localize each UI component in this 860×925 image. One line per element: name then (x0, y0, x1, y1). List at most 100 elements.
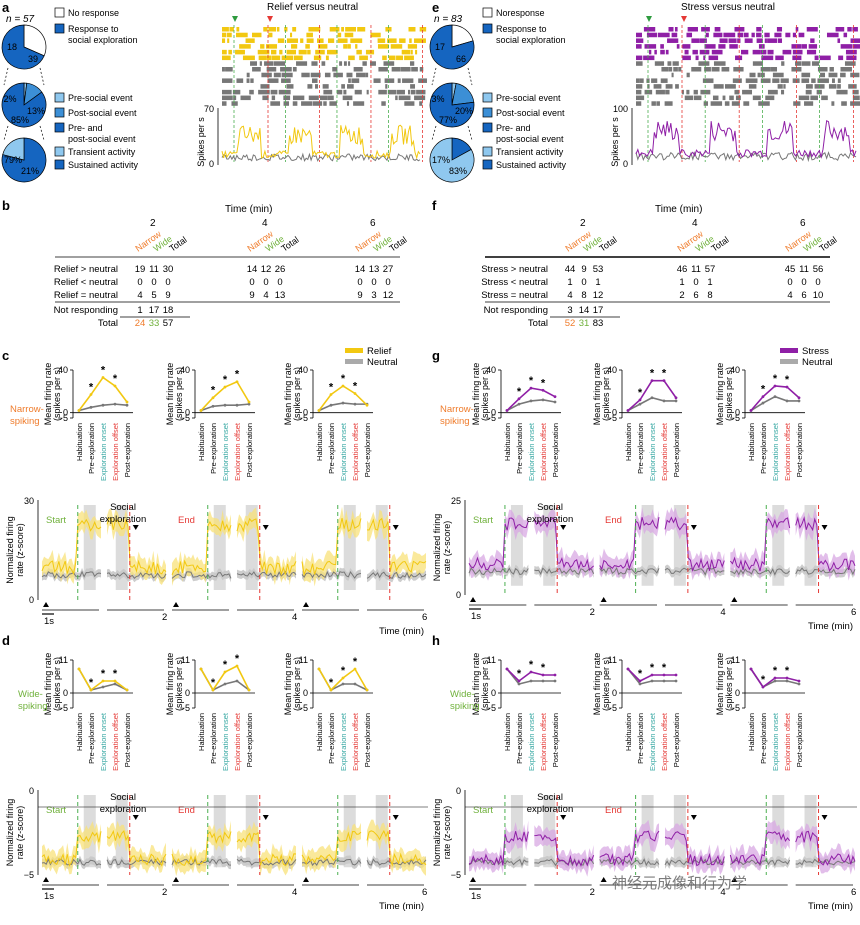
panel-c-traces-neutral-trace (301, 570, 362, 579)
panel-f-cell: 4 (567, 290, 572, 301)
panel-a-raster-tick (279, 49, 283, 55)
panel-d-chart-1-star: * (211, 677, 216, 689)
panel-e-pie-timing-slice-label: 77% (439, 115, 457, 125)
panel-e-legend-swatch (482, 159, 493, 170)
panel-a-raster-tick (296, 61, 308, 66)
panel-g-chart-0-ylabel: Mean firing rate (471, 363, 481, 426)
panel-a-raster (222, 27, 427, 106)
panel-a-raster-tick (271, 55, 281, 61)
panel-b-time-col: 4 (262, 218, 268, 229)
panel-d-chart-0-point (101, 679, 105, 683)
panel-d-traces-main-band (302, 822, 361, 875)
panel-e-raster-tick (850, 38, 860, 43)
panel-letter-h: h (432, 633, 440, 648)
panel-g-chart-0-star: * (517, 386, 522, 398)
panel-e-raster-tick (698, 61, 710, 66)
panel-c-chart-0-point (89, 405, 93, 409)
panel-a-pie-timing-slice-label: 13% (27, 106, 45, 116)
panel-e-raster-tick (686, 72, 690, 78)
panel-a-raster-tick (261, 72, 272, 78)
panel-d-traces-ytick-label: −5 (24, 870, 34, 880)
panel-h-traces-neutral-trace (599, 858, 660, 867)
panel-g-chart-2-star: * (773, 373, 778, 385)
panel-h-chart-2-point (761, 685, 765, 689)
panel-d-chart-0: 110−5** *Habituation Pre-exploration Explor… (43, 653, 132, 771)
panel-g-traces-arrow-up-icon (731, 597, 738, 602)
panel-a-legend-swatch (54, 92, 65, 103)
panel-c-traces-ytick-label: 30 (24, 496, 34, 506)
panel-h-traces-arrow-up-icon (600, 877, 607, 882)
panel-h-chart-0-ylabel: (spikes per s) (480, 657, 490, 711)
panel-f-cell: 9 (581, 264, 586, 275)
panel-e-raster-tick (811, 61, 820, 66)
panel-c-chart-2-ytick-label: 40 (298, 365, 308, 375)
panel-e-raster-tick (785, 32, 791, 38)
panel-a-raster-tick (396, 89, 405, 95)
panel-h-traces-time-axis-label: Time (min) (808, 901, 853, 912)
panel-h-chart-0-star: * (529, 659, 534, 671)
panel-g-traces-main-trace (729, 517, 791, 572)
panel-a-raster-tick (263, 27, 268, 32)
panel-a-raster-tick (415, 49, 418, 55)
panel-a-raster-tick (236, 78, 244, 83)
panel-b-cell: 14 (247, 264, 258, 275)
panel-a-legend-label: Pre-social event (68, 93, 133, 103)
panel-a-raster-tick (235, 49, 245, 55)
panel-e-raster-tick (810, 95, 818, 101)
panel-a-raster-tick (250, 78, 254, 83)
panel-e-raster-tick (713, 84, 724, 89)
panel-c-chart-2-point (329, 393, 333, 396)
panel-e-raster-tick (775, 55, 784, 61)
panel-c-chart-0-point (77, 409, 81, 412)
panel-g-traces-main-trace (468, 517, 529, 571)
panel-g-chart-0-star: * (541, 377, 546, 389)
panel-a-raster-tick (307, 49, 311, 55)
panel-a-raster-tick (246, 72, 250, 78)
panel-d-chart-2-star: * (341, 665, 346, 677)
panel-c-chart-2-star: * (329, 382, 334, 394)
panel-c-chart-1-point (211, 404, 215, 408)
panel-g-chart-0-point (553, 395, 557, 399)
panel-g-legend-main: Stress (802, 346, 829, 357)
panel-a-raster-tick (284, 27, 288, 32)
panel-a-raster-tick (404, 55, 414, 61)
panel-e-raster-tick (678, 67, 682, 72)
panel-d-chart-0-point (125, 688, 129, 692)
panel-e-raster-tick (756, 32, 762, 38)
panel-a-pie-response-slice (23, 24, 47, 57)
panel-e-legend-label: social exploration (496, 35, 566, 45)
panel-d-chart-2-point (341, 682, 345, 686)
panel-e-raster-tick (817, 78, 829, 83)
panel-e-raster-tick (752, 95, 761, 101)
panel-b-cell: 17 (149, 305, 160, 316)
panel-a-raster-tick (292, 101, 298, 106)
panel-c-traces-arrow-up-icon (303, 602, 309, 607)
panel-a-raster-tick (323, 101, 327, 106)
panel-h-chart-0-xlabel: Pre-exploration (515, 713, 524, 764)
panel-h-chart-0-point (541, 679, 545, 683)
panel-h-chart-0-ytick-label: 0 (491, 688, 496, 698)
panel-e-raster-tick (735, 95, 741, 101)
panel-a-raster-tick (384, 78, 395, 83)
panel-c-traces-main-trace (171, 520, 232, 575)
panel-a-raster-tick (222, 38, 226, 43)
panel-g-traces-arrow-up-icon (600, 597, 607, 602)
panel-a-raster-tick (305, 44, 310, 49)
panel-a-raster-tick (348, 55, 355, 61)
panel-h-chart-1-point (650, 673, 654, 677)
panel-e-raster-tick (777, 84, 783, 89)
panel-e-raster-tick (656, 101, 660, 106)
panel-c-legend-neutral-swatch (345, 359, 363, 364)
panel-c-legend-main: Relief (367, 346, 392, 357)
panel-h-traces-end-label: End (605, 805, 622, 816)
panel-a-raster-tick (281, 55, 294, 61)
panel-g-legend-neutral: Neutral (802, 357, 833, 368)
panel-g-chart-2-xlabel: Exploration offset (783, 422, 792, 481)
panel-a-raster-tick (301, 101, 313, 106)
panel-a-pie-timing: 2% 13%85% (1, 82, 47, 128)
panel-e-raster-tick (819, 55, 831, 61)
panel-d-chart-2-point (341, 676, 345, 680)
panel-e-legend-swatch (482, 23, 493, 34)
panel-f-cell: 1 (707, 277, 712, 288)
panel-e-raster-tick (758, 44, 765, 49)
